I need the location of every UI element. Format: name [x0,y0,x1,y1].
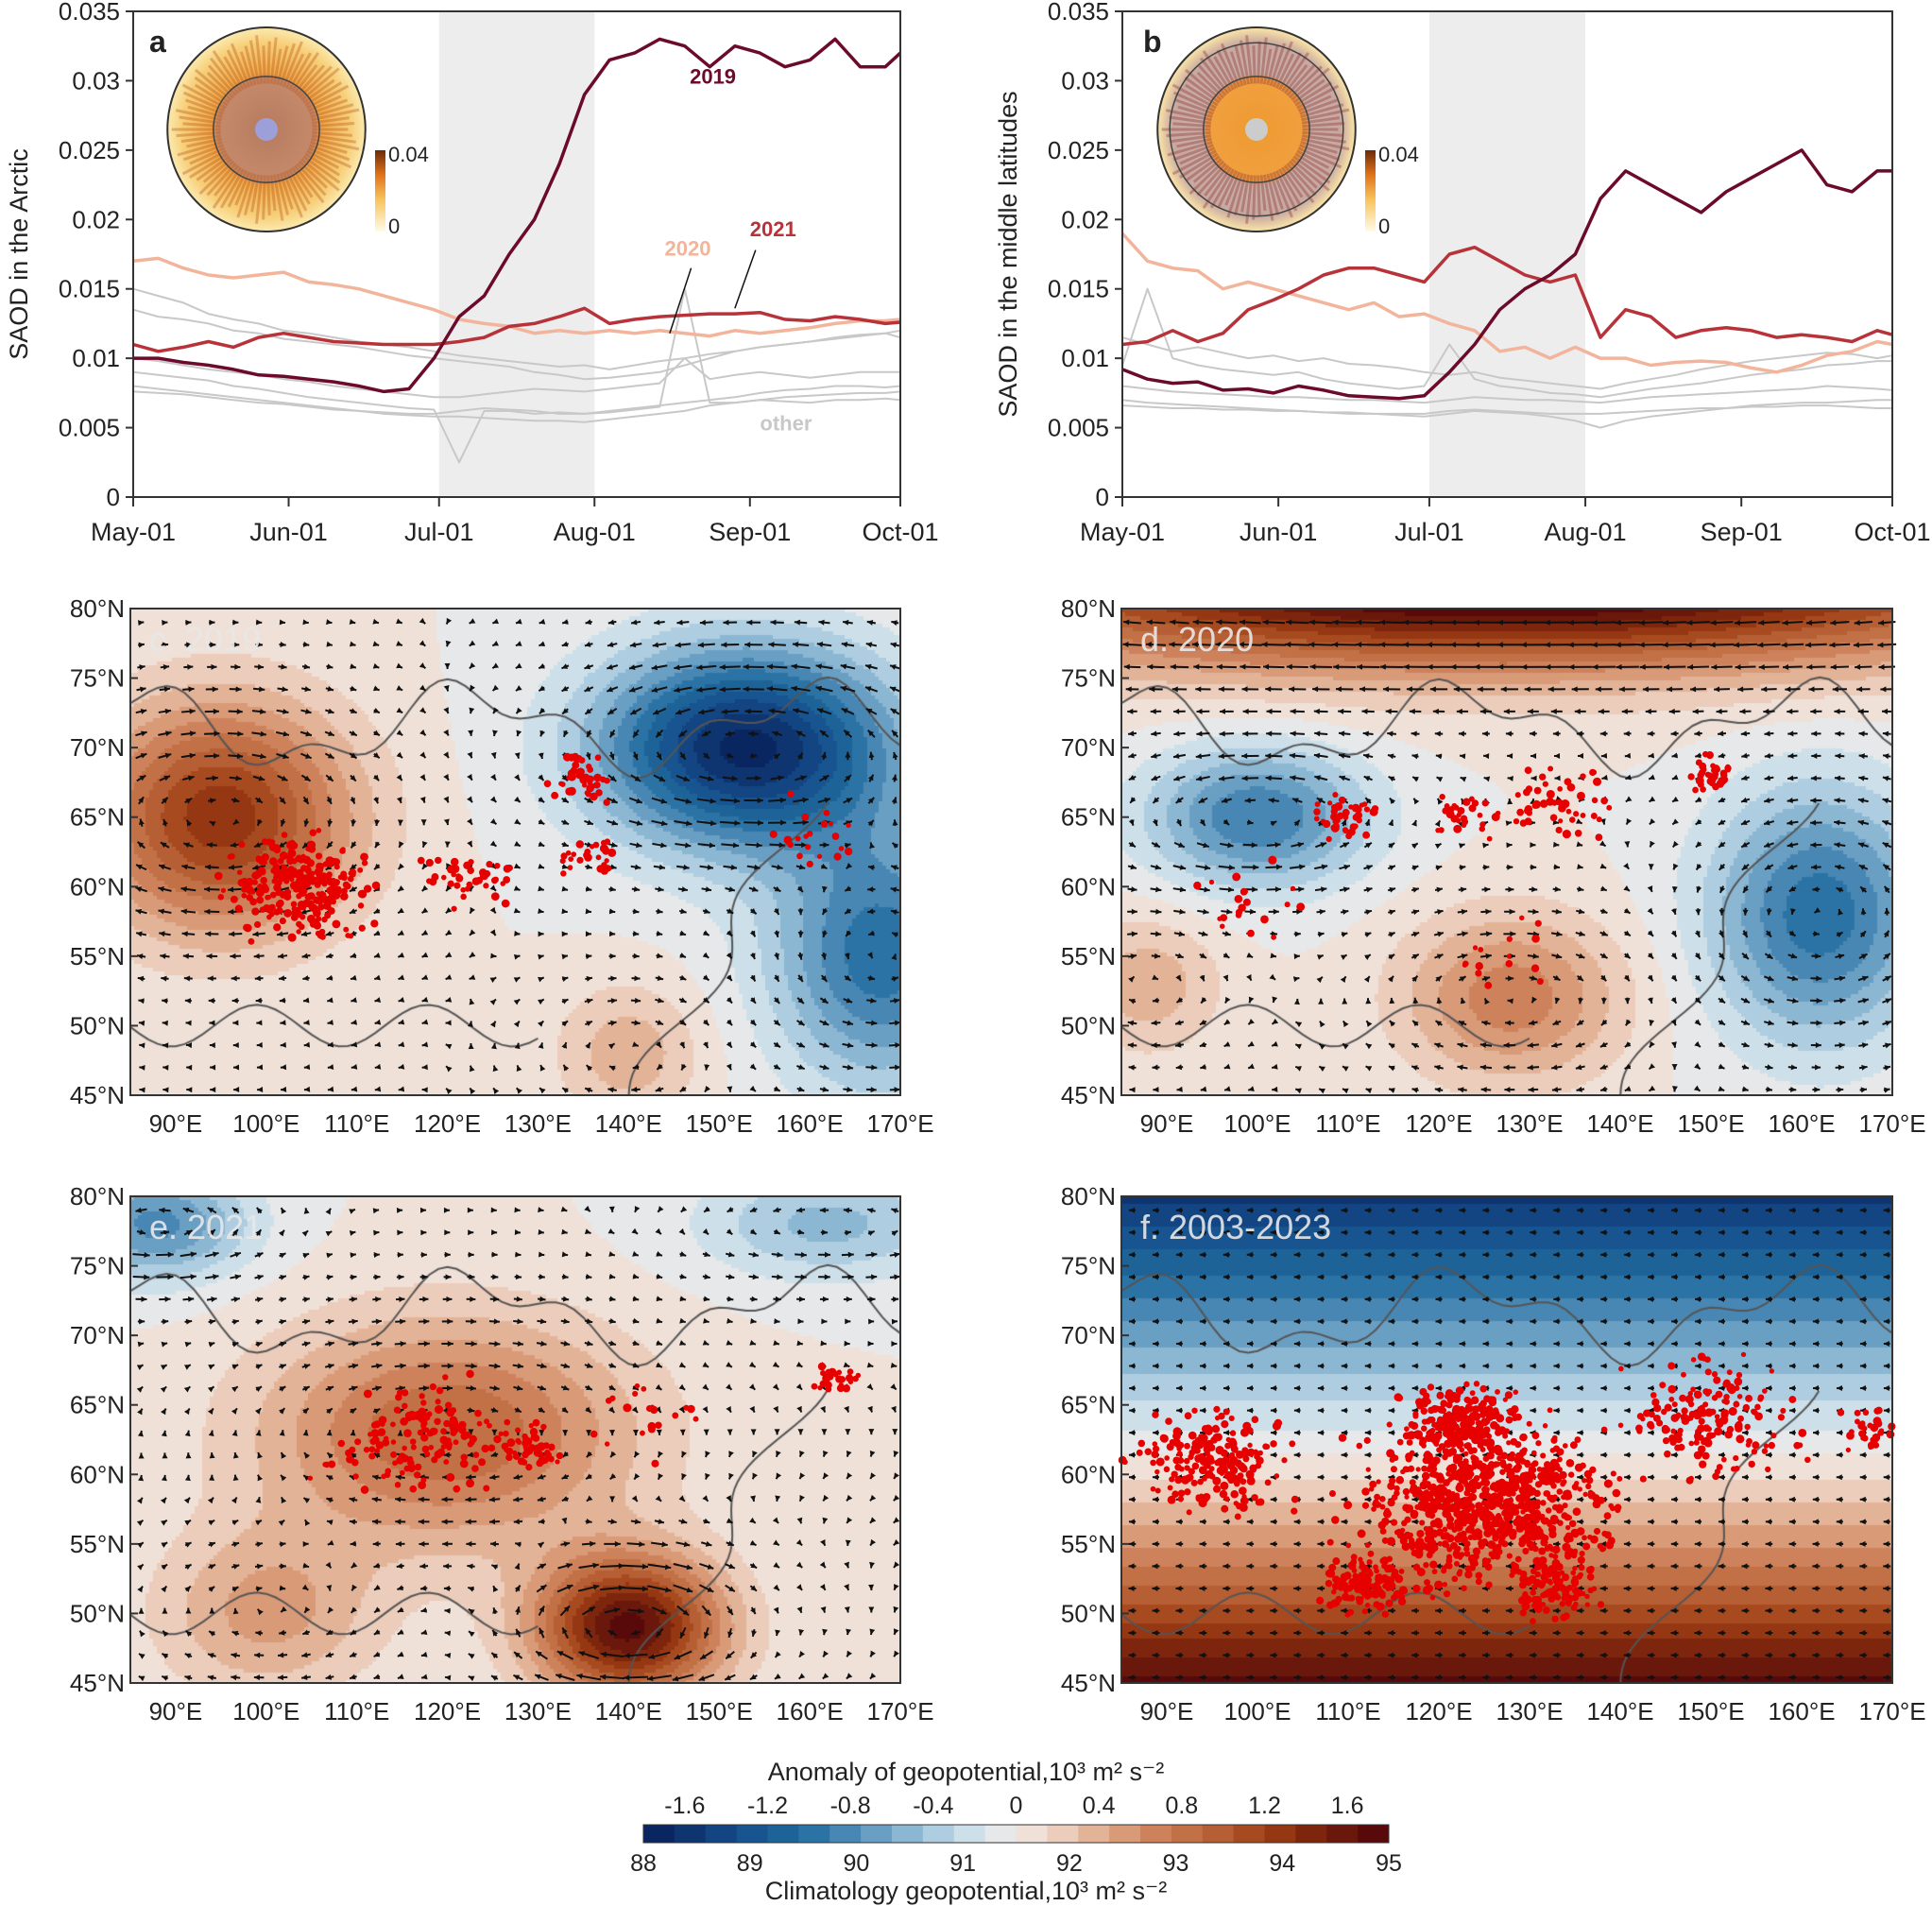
inset-texture [268,176,269,215]
x-tick-label: Sep-01 [709,518,791,546]
annotation-2020: 2020 [665,236,711,260]
y-tick-label: 0.035 [1048,0,1109,26]
y-tick-label: 0 [1096,483,1109,511]
y-tick-label: 0 [107,483,120,511]
x-tick-label: May-01 [1080,518,1165,546]
x-tick-label: May-01 [91,518,176,546]
y-tick-label: 0.03 [1061,66,1109,94]
x-tick-label: Jun-01 [249,518,328,546]
annotation-other: other [760,412,812,436]
y-tick-label: 0.015 [1048,275,1109,303]
y-tick-label: 0.005 [59,414,120,442]
inset-colorbar [1365,150,1376,232]
map-c-geopotential-field [130,609,900,1095]
x-tick-label: Oct-01 [1854,518,1930,546]
x-tick-label: Oct-01 [862,518,938,546]
inset-colorbar [375,150,385,232]
shaded-period [439,11,595,497]
inset-pole [1245,118,1268,141]
x-tick-label: Aug-01 [1545,518,1627,546]
inset-texture [268,42,270,84]
y-tick-label: 0.015 [59,275,120,303]
inset-texture [1254,45,1255,83]
inset-colorbar-max: 0.04 [1378,143,1419,166]
inset-texture [1258,176,1259,215]
y-tick-label: 0.025 [1048,136,1109,164]
inset-texture [264,45,265,83]
inset-colorbar-max: 0.04 [388,143,429,166]
inset-polar-map: 0.04 0 [1157,27,1419,238]
y-tick-label: 0.02 [72,205,120,233]
inset-colorbar-min: 0 [1378,215,1390,238]
y-tick-label: 0.02 [1061,205,1109,233]
inset-texture [1258,42,1260,84]
inset-pole [255,118,278,141]
y-tick-label: 0.01 [1061,344,1109,372]
arrow-2021 [735,250,756,309]
y-tick-label: 0.035 [59,0,120,26]
x-tick-label: Jul-01 [1394,518,1464,546]
x-tick-label: Jul-01 [404,518,474,546]
map-f-geopotential-field [1121,1196,1892,1683]
y-tick-label: 0.01 [72,344,120,372]
x-tick-label: Sep-01 [1701,518,1783,546]
x-tick-label: Jun-01 [1240,518,1318,546]
y-axis-label: SAOD in the Arctic [5,148,33,360]
y-tick-label: 0.005 [1048,414,1109,442]
y-tick-label: 0.025 [59,136,120,164]
x-tick-label: Aug-01 [554,518,636,546]
y-tick-label: 0.03 [72,66,120,94]
y-axis-label: SAOD in the middle latitudes [994,91,1022,417]
inset-colorbar-min: 0 [388,215,400,238]
annotation-2021: 2021 [750,217,796,241]
inset-polar-map: 0.04 0 [167,27,429,238]
map-e-geopotential-field [130,1196,900,1683]
map-d-geopotential-field [1121,609,1892,1095]
annotation-2019: 2019 [690,64,736,88]
